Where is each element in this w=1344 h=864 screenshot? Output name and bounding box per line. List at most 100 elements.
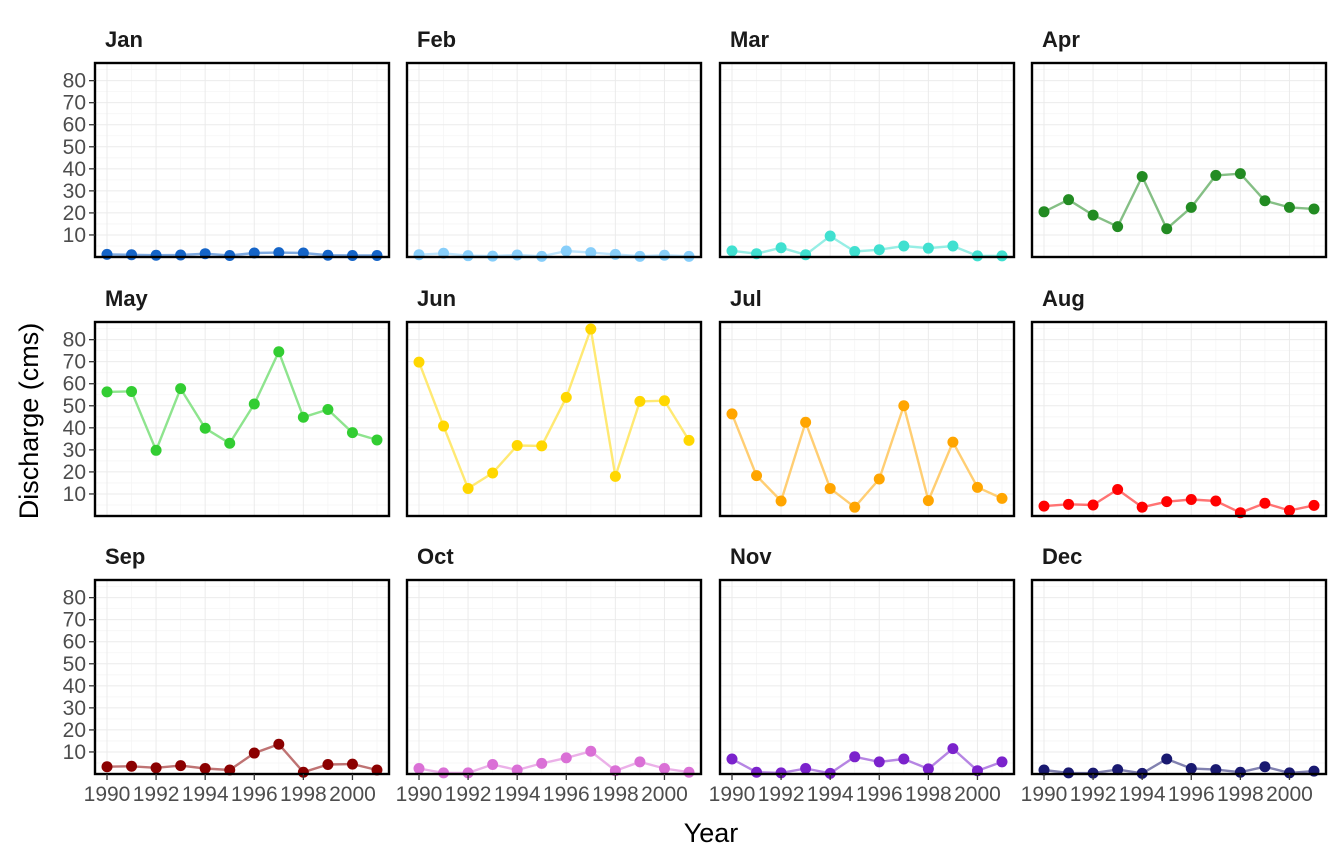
- panel-title: Oct: [417, 544, 454, 569]
- panel-border: [93, 578, 391, 776]
- x-tick-label: 1994: [494, 783, 541, 806]
- data-point: [1161, 496, 1173, 508]
- data-point: [346, 427, 358, 439]
- data-point: [371, 764, 383, 776]
- panel-border: [405, 578, 703, 776]
- panel-title: Mar: [730, 27, 770, 52]
- data-point: [683, 766, 695, 778]
- data-point: [560, 752, 572, 764]
- data-point: [800, 249, 812, 261]
- panel-border: [405, 61, 703, 259]
- data-point: [297, 247, 309, 259]
- y-tick-label: 40: [63, 417, 86, 440]
- panel-border: [718, 320, 1016, 518]
- data-point: [126, 249, 138, 261]
- data-point: [1259, 497, 1271, 509]
- data-point: [511, 764, 523, 776]
- data-point: [996, 492, 1008, 504]
- y-tick-label: 80: [63, 70, 86, 93]
- data-point: [150, 249, 162, 261]
- data-point: [322, 404, 334, 416]
- data-point: [224, 764, 236, 776]
- data-point: [800, 762, 812, 774]
- data-point: [126, 760, 138, 772]
- data-point: [609, 470, 621, 482]
- data-point: [413, 356, 425, 368]
- panel-title: Jan: [105, 27, 143, 52]
- series-line-jul: [730, 404, 1003, 509]
- x-tick-label: 2000: [641, 783, 688, 806]
- data-point: [658, 762, 670, 774]
- y-tick-label: 30: [63, 439, 86, 462]
- data-point: [346, 758, 358, 770]
- panel-jul: Jul: [718, 286, 1016, 518]
- x-tick-label: 2000: [1266, 783, 1313, 806]
- y-tick-label: 70: [63, 351, 86, 374]
- series-line-may: [106, 350, 378, 452]
- data-point: [726, 753, 738, 765]
- data-point: [462, 482, 474, 494]
- panel-mar: Mar: [718, 27, 1016, 262]
- data-point: [683, 434, 695, 446]
- data-point: [800, 416, 812, 428]
- panel-jun: Jun: [405, 286, 703, 518]
- x-tick-label: 1992: [133, 783, 180, 806]
- data-point: [462, 250, 474, 262]
- data-point: [824, 482, 836, 494]
- data-point: [996, 756, 1008, 768]
- y-tick-label: 20: [63, 461, 86, 484]
- data-point: [273, 346, 285, 358]
- series-line-dec: [1043, 757, 1315, 775]
- data-point: [297, 411, 309, 423]
- y-tick-label: 10: [63, 483, 86, 506]
- data-point: [609, 248, 621, 260]
- panel-title: Jul: [730, 286, 762, 311]
- panel-title: Sep: [105, 544, 145, 569]
- y-tick-label: 30: [63, 180, 86, 203]
- panel-dec: Dec 1990 1992 1994 1996 1998 2000: [1021, 544, 1328, 806]
- data-point: [1210, 764, 1222, 776]
- data-point: [751, 470, 763, 482]
- y-tick-label: 10: [63, 741, 86, 764]
- x-tick-label: 1990: [1021, 783, 1068, 806]
- series-line-sep: [106, 743, 378, 774]
- data-point: [775, 495, 787, 507]
- data-point: [1234, 168, 1246, 180]
- y-tick-label: 70: [63, 92, 86, 115]
- data-point: [1283, 201, 1295, 213]
- data-point: [658, 395, 670, 407]
- x-tick-label: 1996: [1168, 783, 1215, 806]
- data-point: [1136, 501, 1148, 513]
- data-point: [922, 495, 934, 507]
- data-point: [922, 242, 934, 254]
- panel-border: [405, 320, 703, 518]
- x-tick-label: 1992: [758, 783, 805, 806]
- data-point: [175, 383, 187, 395]
- data-point: [248, 398, 260, 410]
- data-point: [1038, 500, 1050, 512]
- data-point: [1210, 495, 1222, 507]
- panel-title: May: [105, 286, 149, 311]
- panel-title: Aug: [1042, 286, 1085, 311]
- data-point: [726, 408, 738, 420]
- data-point: [224, 437, 236, 449]
- data-point: [1161, 753, 1173, 765]
- data-point: [346, 249, 358, 261]
- y-tick-label: 80: [63, 587, 86, 610]
- data-point: [873, 244, 885, 256]
- data-point: [1210, 169, 1222, 181]
- data-point: [560, 391, 572, 403]
- data-point: [1185, 762, 1197, 774]
- x-axis-title: Year: [684, 818, 739, 848]
- x-tick-label: 1996: [231, 783, 278, 806]
- x-tick-label: 2000: [329, 783, 376, 806]
- x-tick-label: 1994: [807, 783, 854, 806]
- panel-title: Jun: [417, 286, 456, 311]
- x-tick-label: 1998: [592, 783, 639, 806]
- panel-border: [1030, 61, 1328, 259]
- data-point: [273, 247, 285, 259]
- data-point: [438, 420, 450, 432]
